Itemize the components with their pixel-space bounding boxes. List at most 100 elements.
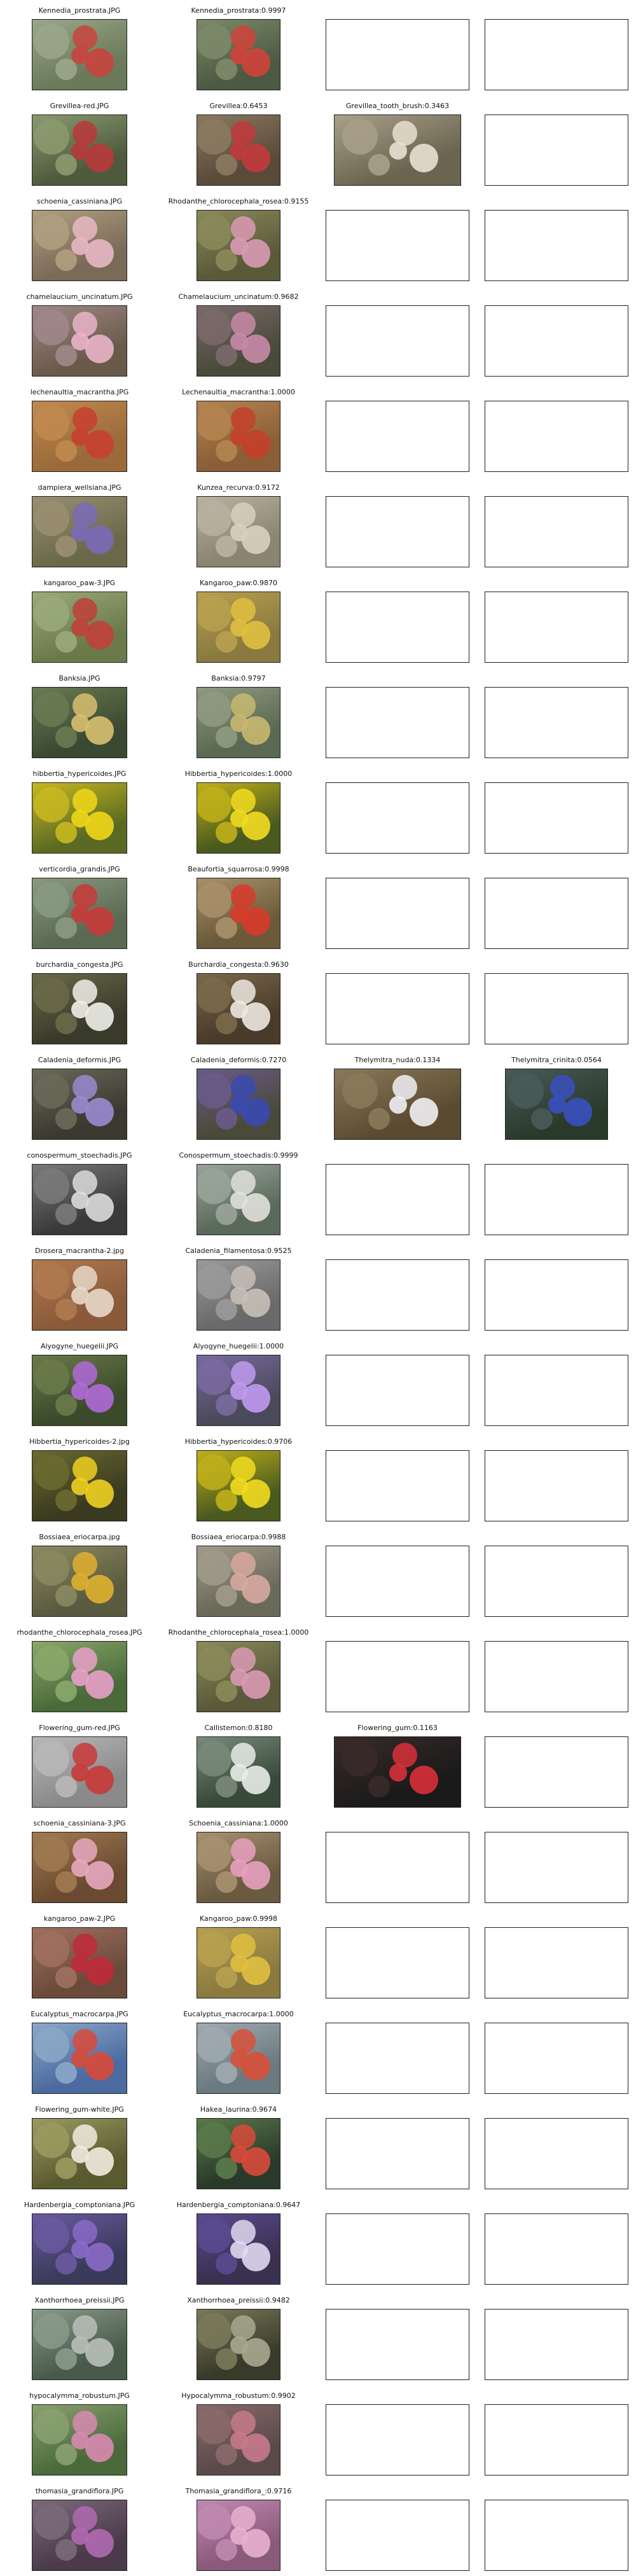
photo-detail: [230, 810, 248, 828]
query-cell: Drosera_macrantha-2.jpg: [0, 1240, 159, 1336]
photo-detail: [85, 144, 114, 172]
photo-detail: [34, 1932, 69, 1967]
photo-detail: [231, 216, 256, 241]
photo-detail: [85, 335, 114, 363]
result-row: Alyogyne_huegelii.JPG Alyogyne_huegelii:1…: [0, 1336, 636, 1431]
prediction-cell: Hakea_laurina:0.9674: [159, 2099, 318, 2194]
prediction-cell: Rhodanthe_chlorocephala_rosea:0.9155: [159, 191, 318, 286]
prediction-cell: Hardenbergia_comptoniana:0.9647: [159, 2194, 318, 2290]
result-row: Hibbertia_hypericoides-2.jpg Hibbertia_hy…: [0, 1431, 636, 1527]
prediction-cell: [318, 859, 477, 954]
photo-detail: [230, 1096, 248, 1114]
photo-detail: [34, 2409, 69, 2444]
photo-detail: [55, 1871, 77, 1893]
photo-detail: [197, 2504, 232, 2540]
prediction-cell: Kunzea_recurva:0.9172: [159, 477, 318, 572]
prediction-cell: [477, 95, 636, 191]
photo-detail: [231, 2506, 256, 2531]
query-cell: lechenaultia_macrantha.JPG: [0, 382, 159, 477]
query-cell: kangaroo_paw-3.JPG: [0, 572, 159, 668]
photo-detail: [34, 2122, 69, 2158]
photo-detail: [231, 1266, 256, 1291]
empty-slot: [485, 1259, 628, 1331]
prediction-label: Xanthorrhoea_preissii:0.9482: [187, 2296, 290, 2304]
photo-detail: [71, 1668, 89, 1686]
flower-photo: [32, 2404, 127, 2476]
prediction-cell: [477, 2004, 636, 2099]
photo-detail: [230, 1478, 248, 1495]
empty-slot: [326, 878, 469, 949]
prediction-cell: [477, 572, 636, 668]
result-row: schoenia_cassiniana.JPG Rhodanthe_chloroc…: [0, 191, 636, 286]
prediction-label: Kunzea_recurva:0.9172: [197, 483, 280, 492]
photo-detail: [231, 2124, 256, 2149]
prediction-cell: [477, 2385, 636, 2481]
empty-slot: [326, 782, 469, 854]
photo-detail: [197, 310, 232, 345]
query-filename-label: dampiera_wellsiana.JPG: [38, 483, 121, 492]
flower-photo: [197, 782, 280, 854]
photo-detail: [85, 2338, 114, 2367]
prediction-label: Kennedia_prostrata:0.9997: [191, 6, 286, 15]
flower-photo: [32, 1259, 127, 1331]
photo-detail: [55, 345, 77, 366]
photo-detail: [85, 2243, 114, 2271]
photo-detail: [73, 121, 97, 146]
photo-detail: [71, 2241, 89, 2259]
photo-detail: [85, 2529, 114, 2558]
flower-photo: [197, 878, 280, 949]
photo-detail: [230, 1573, 248, 1591]
photo-detail: [85, 907, 114, 936]
photo-detail: [231, 884, 256, 909]
flower-photo: [334, 1069, 461, 1140]
flower-photo: [197, 1736, 280, 1808]
photo-detail: [73, 1361, 97, 1386]
photo-detail: [73, 2506, 97, 2531]
photo-detail: [231, 312, 256, 336]
photo-detail: [34, 1455, 69, 1490]
flower-photo: [32, 1355, 127, 1426]
prediction-cell: Kangaroo_paw:0.9870: [159, 572, 318, 668]
query-filename-label: verticordia_grandis.JPG: [39, 865, 120, 873]
result-row: conospermum_stoechadis.JPG Conospermum_st…: [0, 1145, 636, 1240]
photo-detail: [231, 598, 256, 623]
prediction-cell: [318, 1431, 477, 1527]
flower-photo: [32, 1832, 127, 1903]
photo-detail: [85, 1575, 114, 1603]
photo-detail: [71, 714, 89, 732]
prediction-cell: Callistemon:0.8180: [159, 1717, 318, 1813]
empty-slot: [326, 1450, 469, 1521]
photo-detail: [230, 142, 248, 160]
result-row: Grevillea-red.JPG Grevillea:0.6453 Grevill…: [0, 95, 636, 191]
photo-detail: [73, 1552, 97, 1577]
photo-detail: [85, 1193, 114, 1222]
prediction-cell: Chamelaucium_uncinatum:0.9682: [159, 286, 318, 382]
result-row: hypocalymma_robustum.JPG Hypocalymma_robu…: [0, 2385, 636, 2481]
flower-photo: [197, 2213, 280, 2285]
photo-detail: [73, 312, 97, 336]
result-row: kangaroo_paw-3.JPG Kangaroo_paw:0.9870: [0, 572, 636, 668]
empty-slot: [485, 19, 628, 90]
photo-detail: [85, 1384, 114, 1413]
prediction-cell: [318, 572, 477, 668]
query-filename-label: kangaroo_paw-3.JPG: [43, 579, 116, 587]
photo-detail: [230, 523, 248, 541]
photo-detail: [55, 1490, 77, 1511]
photo-detail: [85, 621, 114, 649]
query-filename-label: Flowering_gum-white.JPG: [35, 2105, 124, 2114]
photo-detail: [230, 1859, 248, 1877]
photo-detail: [34, 882, 69, 918]
query-filename-label: Flowering_gum-red.JPG: [39, 1724, 120, 1732]
flower-photo: [197, 496, 280, 567]
photo-detail: [73, 1075, 97, 1100]
query-cell: Caladenia_deformis.JPG: [0, 1049, 159, 1145]
photo-detail: [55, 917, 77, 939]
photo-detail: [197, 1264, 232, 1299]
photo-detail: [197, 2027, 232, 2063]
photo-detail: [368, 1108, 390, 1130]
flower-photo: [197, 2023, 280, 2094]
photo-detail: [410, 1766, 438, 1794]
flower-photo: [334, 114, 461, 186]
prediction-cell: [477, 1336, 636, 1431]
prediction-cell: [318, 668, 477, 763]
